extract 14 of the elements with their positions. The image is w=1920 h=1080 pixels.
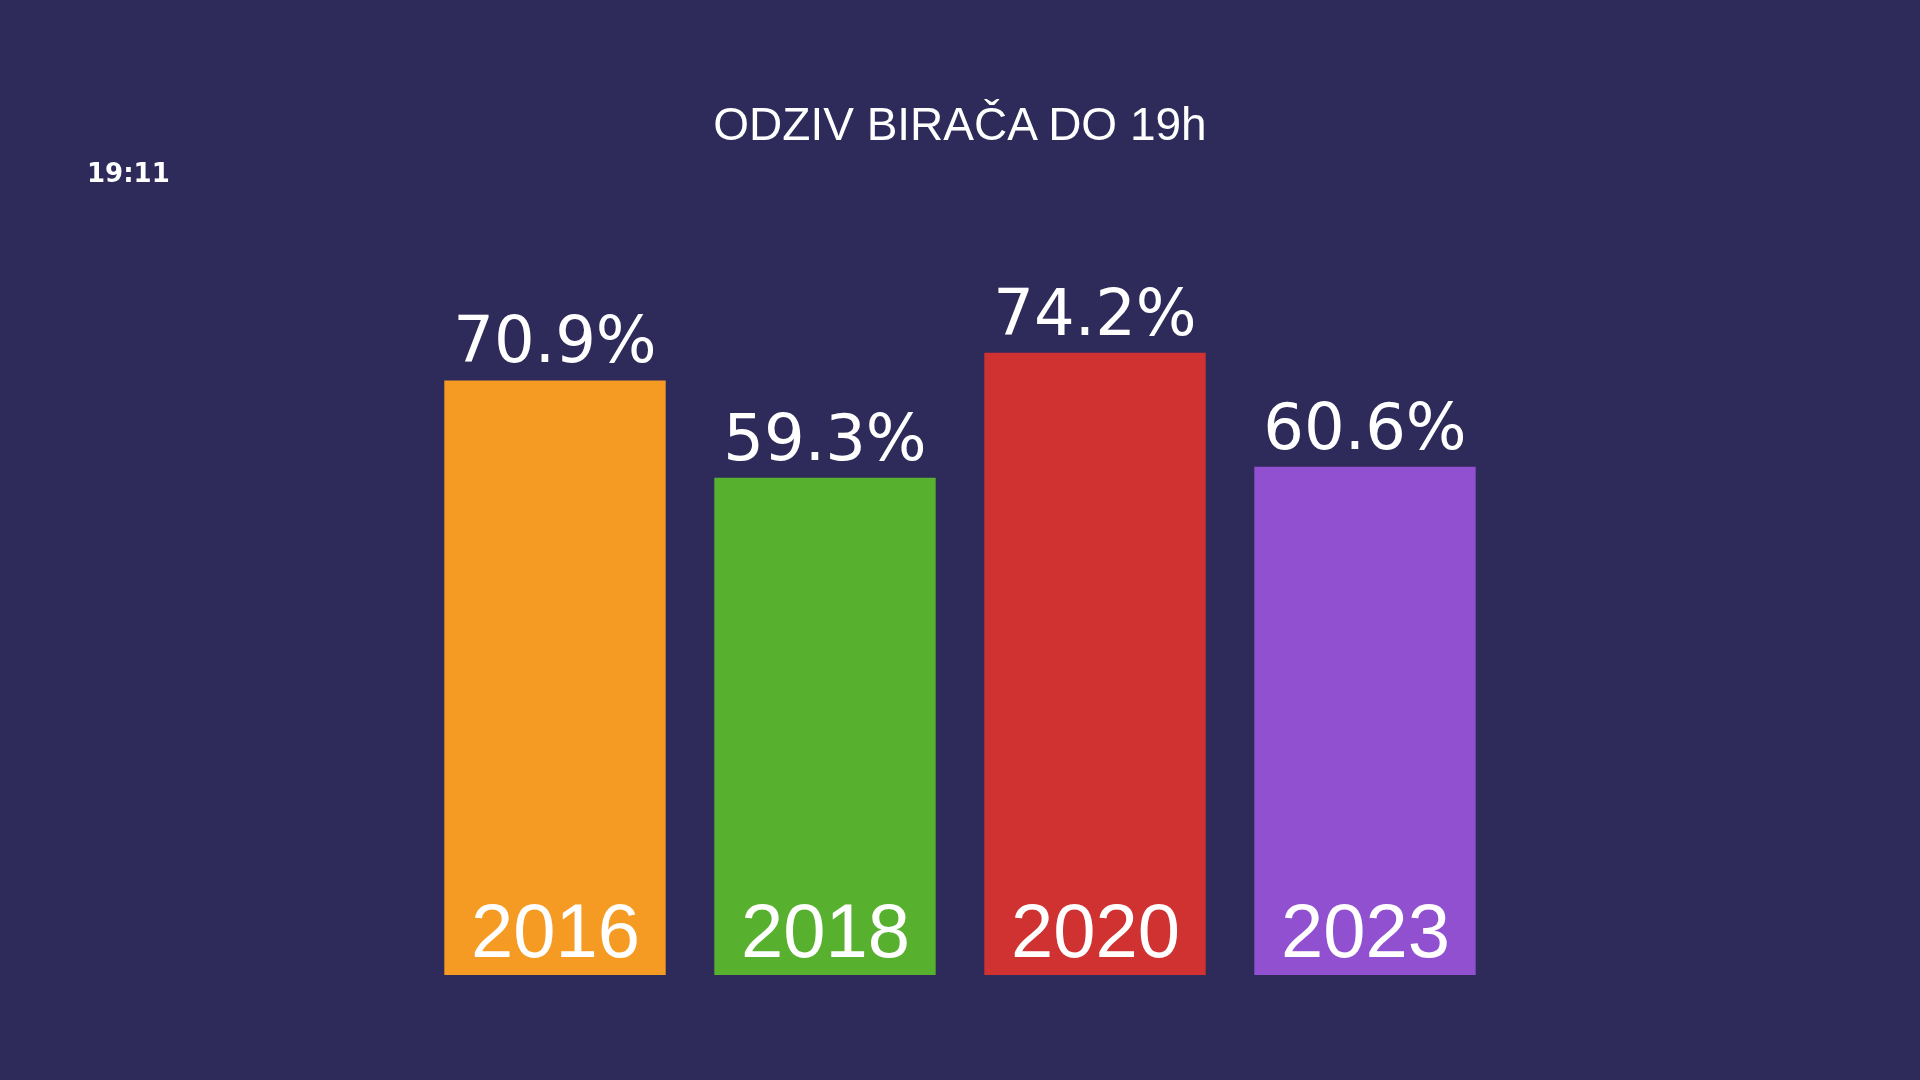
bar — [714, 477, 936, 975]
bar — [1254, 466, 1476, 975]
bar — [444, 380, 666, 975]
x-tick-label: 2018 — [741, 888, 911, 973]
x-tick-label: 2023 — [1281, 888, 1451, 973]
data-label: 70.9% — [453, 303, 657, 378]
x-tick-label: 2016 — [471, 888, 641, 973]
chart-title: ODZIV BIRAČA DO 19h — [713, 98, 1207, 151]
text: 19:11 — [87, 158, 170, 188]
x-tick-label: 2020 — [1011, 888, 1181, 973]
bar — [984, 352, 1206, 975]
data-label: 60.6% — [1263, 389, 1467, 464]
data-label: 59.3% — [723, 400, 927, 475]
data-label: 74.2% — [993, 275, 1197, 350]
